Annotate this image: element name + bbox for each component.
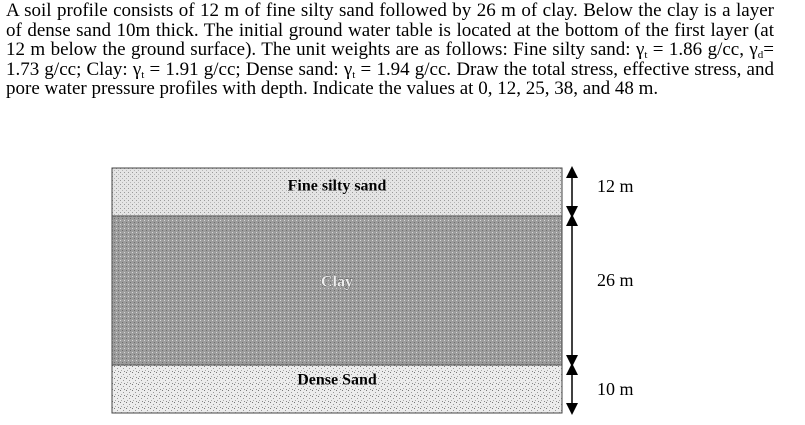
text-run: = 1.94 g/cc. Draw the total stress, effe… — [6, 58, 774, 100]
soil-layer — [111, 215, 563, 366]
layer-label: Fine silty sand — [288, 178, 387, 195]
text-run: A soil profile consists of 12 m of fine … — [6, 0, 774, 61]
thickness-label: 12 m — [597, 176, 634, 196]
subscript: t — [141, 68, 145, 81]
layer-label: Dense Sand — [297, 372, 377, 389]
soil-layer — [111, 364, 563, 414]
layer-label: Clay — [321, 274, 353, 291]
text-run: γ — [132, 58, 142, 80]
text-run: = 1.86 g/cc, — [647, 39, 750, 61]
text-run: γ — [635, 39, 645, 61]
subscript: t — [644, 49, 648, 62]
thickness-label: 26 m — [597, 270, 634, 290]
text-run: γ — [343, 58, 353, 80]
subscript: t — [352, 68, 356, 81]
text-run: = 1.91 g/cc; Dense sand: — [144, 58, 344, 80]
soil-layer — [111, 167, 563, 217]
text-run: γ — [749, 39, 758, 61]
subscript: d — [757, 49, 764, 62]
thickness-label: 10 m — [597, 379, 634, 399]
problem-text: A soil profile consists of 12 m of fine … — [6, 1, 774, 99]
text-run: = 1.73 g/cc; Clay: — [6, 39, 774, 80]
